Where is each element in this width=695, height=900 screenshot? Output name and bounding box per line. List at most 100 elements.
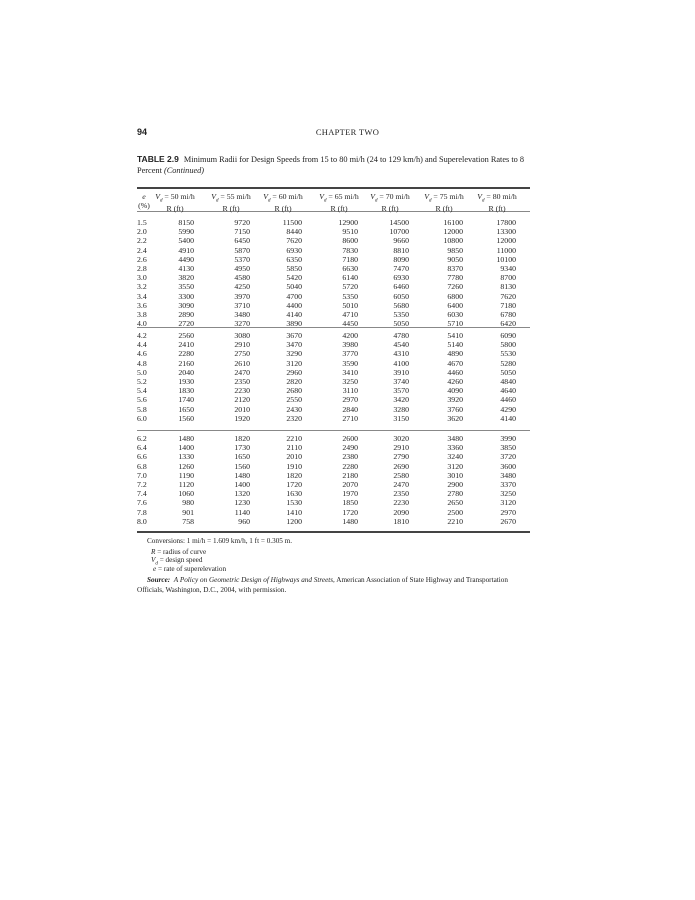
radius-value: 7260 [447,282,463,292]
radius-value: 6450 [234,236,250,246]
e-value: 4.2 [137,331,147,340]
radius-value: 1650 [178,404,194,414]
radius-value: 2780 [447,489,463,499]
radius-value: 4450 [342,319,358,329]
radius-value: 2470 [393,480,409,489]
radius-value: 1060 [178,489,194,499]
radius-value: 9510 [342,227,358,237]
radius-value: 7470 [393,264,409,273]
e-value: 4.4 [137,340,147,350]
radius-value: 1190 [178,470,194,480]
radius-value: 2710 [342,413,358,423]
caption-suffix: (Continued) [163,166,205,175]
radius-value: 5530 [500,349,516,359]
radius-value: 1740 [178,395,194,405]
e-symbol: e [142,192,146,201]
table-caption: TABLE 2.9 Minimum Radii for Design Speeds… [137,154,537,176]
radius-value: 4460 [447,367,463,377]
radius-value: 2280 [178,349,194,359]
e-value: 3.0 [137,273,147,283]
radius-value: 14500 [389,218,410,227]
radius-value: 4090 [447,386,463,396]
radius-value: 1400 [178,443,194,453]
radius-value: 12900 [338,218,359,227]
radius-value: 1810 [393,516,409,526]
radius-value: 8150 [178,218,194,227]
e-value: 4.6 [137,349,147,359]
radius-value: 2890 [178,310,194,319]
radius-value: 1480 [234,470,250,480]
radius-value: 1330 [178,452,194,462]
radius-value: 8700 [500,273,516,283]
radius-value: 6630 [342,264,358,273]
radius-value: 4700 [286,291,302,301]
radius-value: 5350 [342,291,358,301]
radius-value: 2970 [500,507,516,517]
radius-value: 16100 [443,218,464,227]
radius-value: 2670 [500,516,516,526]
radius-value: 2960 [286,367,302,377]
e-value: 8.0 [137,516,147,526]
radius-value: 6350 [286,254,302,264]
radius-value: 5680 [393,300,409,310]
radius-value: 3590 [342,358,358,368]
e-value: 3.6 [137,300,147,310]
radius-value: 2160 [178,358,194,368]
column-header: Vd = 55 mi/h R (ft) [211,192,251,213]
radius-value: 7180 [500,300,516,310]
radius-value: 8370 [447,264,463,273]
radius-value: 3270 [234,319,250,329]
e-value: 5.4 [137,386,147,396]
radius-value: 1730 [234,443,250,453]
radius-value: 6030 [447,310,463,319]
radius-value: 3970 [234,291,250,301]
e-value: 6.6 [137,452,147,462]
radius-value: 2970 [342,395,358,405]
e-value: 2.2 [137,236,147,246]
radius-value: 1560 [178,413,194,423]
radius-value: 6400 [447,300,463,310]
radius-value: 5800 [500,340,516,350]
radius-value: 3710 [234,300,250,310]
e-value: 3.2 [137,282,147,292]
radius-value: 6050 [393,291,409,301]
radius-value: 8090 [393,254,409,264]
e-value: 3.8 [137,310,147,319]
group-rule [137,327,530,328]
radius-value: 3250 [342,377,358,386]
radius-value: 8440 [286,227,302,237]
radius-value: 3090 [178,300,194,310]
column-header: Vd = 80 mi/h R (ft) [477,192,517,213]
table-label: TABLE 2.9 [137,154,179,164]
radius-value: 2790 [393,452,409,462]
radius-value: 6800 [447,291,463,301]
radius-value: 3110 [342,386,358,396]
radius-value: 9340 [500,264,516,273]
radius-value: 6930 [393,273,409,283]
radius-value: 8600 [342,236,358,246]
radius-value: 12000 [443,227,464,237]
e-value: 5.8 [137,404,147,414]
e-value: 2.6 [137,254,147,264]
radius-value: 6090 [500,331,516,340]
radius-value: 2610 [234,358,250,368]
group-rule [137,430,530,431]
radius-value: 3020 [393,434,409,443]
radius-value: 3370 [500,480,516,489]
radius-value: 3990 [500,434,516,443]
radius-value: 2120 [234,395,250,405]
radius-value: 11000 [496,245,516,255]
radius-value: 3670 [286,331,302,340]
radius-value: 6930 [286,245,302,255]
e-value: 5.0 [137,367,147,377]
radius-value: 3480 [234,310,250,319]
radius-value: 2900 [447,480,463,489]
e-value: 1.5 [137,218,147,227]
column-header: Vd = 50 mi/h R (ft) [155,192,195,213]
page-number: 94 [137,127,148,137]
radius-value: 3470 [286,340,302,350]
radius-value: 2750 [234,349,250,359]
radius-value: 4490 [178,254,194,264]
e-value: 3.4 [137,291,147,301]
radius-value: 1920 [234,413,250,423]
